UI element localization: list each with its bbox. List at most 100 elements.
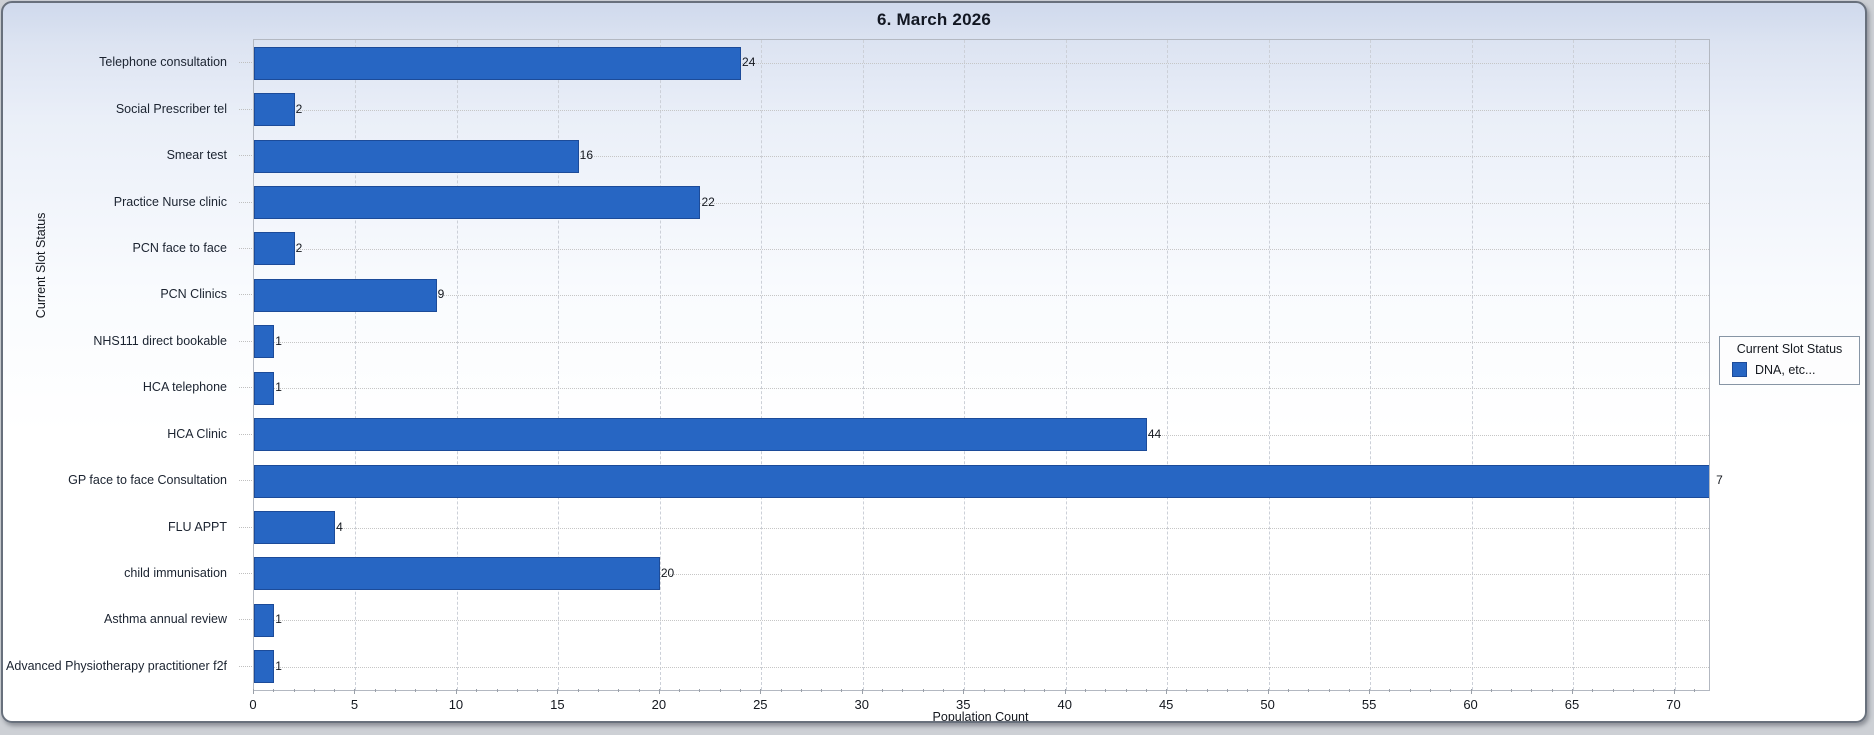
x-axis-tick (1064, 689, 1066, 694)
bar-telephone-consultation[interactable] (254, 46, 742, 80)
bar-social-prescriber-tel[interactable] (254, 93, 295, 127)
category-label: child immunisation (124, 565, 227, 580)
x-axis-tick (1450, 689, 1452, 692)
x-axis-tick (719, 689, 721, 692)
label-leader-dots (239, 526, 252, 528)
x-axis-tick-label: 20 (651, 697, 667, 712)
x-axis-tick-label: 55 (1361, 697, 1377, 712)
horizontal-gridline (254, 620, 1709, 622)
label-leader-dots (239, 155, 252, 157)
x-axis-tick (618, 689, 620, 692)
x-axis-tick (740, 689, 742, 692)
label-leader-dots (239, 340, 252, 342)
x-axis-tick (942, 689, 944, 692)
horizontal-gridline (254, 156, 1709, 158)
x-axis-tick (557, 689, 559, 694)
legend-title: Current Slot Status (1736, 342, 1843, 356)
x-axis-tick-label: 70 (1666, 697, 1681, 712)
x-axis-tick (1308, 689, 1310, 692)
bar-nhs111-direct-bookable[interactable] (254, 325, 275, 359)
x-axis-tick (1044, 689, 1046, 692)
vertical-gridline (659, 40, 661, 690)
x-axis-tick (1693, 689, 1695, 692)
x-axis-tick-label: 0 (249, 697, 257, 712)
bar-gp-face-to-face-consultation[interactable] (254, 464, 1709, 498)
legend-item[interactable]: DNA, etc... (1726, 362, 1853, 377)
x-axis-tick (902, 689, 904, 692)
bar-hca-clinic[interactable] (254, 418, 1147, 452)
x-axis-title: Population Count (932, 710, 1029, 723)
vertical-gridline (456, 40, 458, 690)
horizontal-gridline (254, 63, 1709, 65)
x-axis-tick (1287, 689, 1289, 692)
bar-child-immunisation[interactable] (254, 557, 660, 591)
label-leader-dots (239, 480, 252, 482)
vertical-gridline (1167, 40, 1169, 690)
x-axis-tick (963, 689, 965, 694)
label-leader-dots (239, 294, 252, 296)
vertical-gridline (1268, 40, 1270, 690)
x-axis-tick (1125, 689, 1127, 692)
chart-window: 6. March 2026 Current Slot Status 24 2 16 2… (1, 1, 1867, 723)
x-axis-tick (1003, 689, 1005, 692)
x-axis-tick (1653, 689, 1655, 692)
y-axis-title: Current Slot Status (34, 212, 48, 319)
x-axis-tick (1470, 689, 1472, 694)
x-axis-tick (1247, 689, 1249, 692)
bar-pcn-face-to-face[interactable] (254, 232, 295, 266)
label-leader-dots (239, 62, 252, 64)
x-axis-tick (374, 689, 376, 692)
x-axis-tick (1085, 689, 1086, 692)
chart-title: 6. March 2026 (876, 10, 992, 29)
bar-asthma-annual-review[interactable] (254, 603, 275, 637)
x-axis-tick (800, 689, 802, 692)
plot-area (253, 39, 1710, 691)
bar-flu-appt[interactable] (254, 511, 336, 544)
x-axis-tick (1145, 689, 1147, 692)
x-axis-tick (1024, 689, 1026, 692)
x-axis-tick (1206, 689, 1208, 692)
x-axis-tick (699, 689, 701, 692)
category-label: Advanced Physiotherapy practitioner f2f (6, 658, 227, 673)
x-axis-tick (1267, 689, 1269, 694)
label-leader-dots (239, 247, 252, 249)
horizontal-gridline (254, 248, 1709, 250)
label-leader-dots (239, 433, 252, 435)
x-axis-tick (1429, 689, 1431, 692)
bar-practice-nurse-clinic[interactable] (254, 186, 701, 219)
vertical-gridline (1471, 40, 1473, 690)
x-axis-tick (455, 689, 457, 694)
x-axis-tick-label: 40 (1057, 697, 1072, 712)
category-label: FLU APPT (167, 519, 227, 534)
x-axis-tick (1369, 689, 1371, 694)
x-axis-tick (597, 689, 599, 692)
x-axis-tick (1389, 689, 1391, 692)
x-axis-tick-label: 25 (753, 697, 768, 712)
x-axis-tick (760, 689, 762, 694)
horizontal-gridline (254, 573, 1709, 575)
x-axis-tick (780, 689, 782, 692)
bar-pcn-clinics[interactable] (254, 278, 437, 312)
x-axis-tick (1490, 689, 1492, 692)
x-axis-tick-label: 35 (956, 697, 971, 712)
x-axis-tick (334, 689, 336, 692)
bar-advanced-physiotherapy-practitioner-f2f[interactable] (254, 650, 275, 684)
x-axis-tick-label: 15 (550, 697, 565, 712)
label-leader-dots (239, 572, 252, 574)
bar-hca-telephone[interactable] (254, 371, 275, 405)
x-axis-tick (638, 689, 640, 692)
x-axis-tick (821, 689, 823, 692)
x-axis-tick (273, 689, 275, 692)
label-leader-dots (239, 108, 252, 110)
bar-smear-test[interactable] (254, 139, 579, 173)
vertical-gridline (761, 40, 763, 690)
x-axis-tick-label: 45 (1158, 697, 1174, 712)
x-axis-tick (1105, 689, 1107, 692)
x-axis-tick (922, 689, 924, 692)
x-axis-tick (1348, 689, 1350, 692)
x-axis-tick (1511, 689, 1513, 692)
x-axis-tick (476, 689, 478, 692)
x-axis-tick (1186, 689, 1188, 692)
vertical-gridline (1065, 40, 1067, 690)
x-axis-tick (861, 689, 863, 694)
